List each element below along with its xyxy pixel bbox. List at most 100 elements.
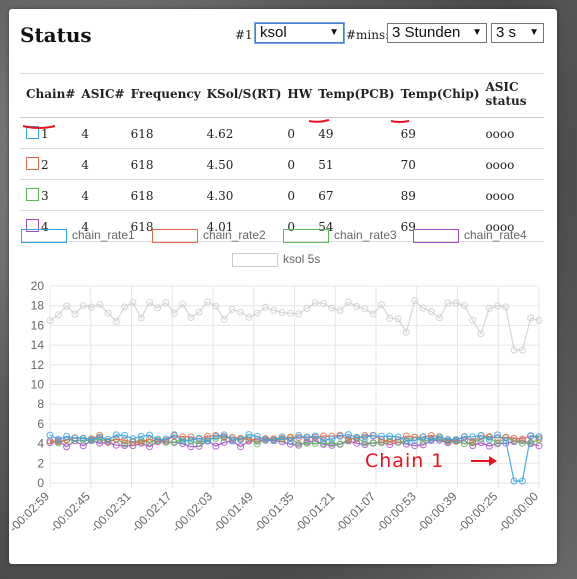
cell-asic: 4 [75, 210, 125, 242]
cell-pcb: 49 [312, 117, 395, 149]
data-point [485, 442, 493, 450]
y-tick-label: 6 [37, 417, 44, 431]
data-point [204, 298, 211, 306]
range-select[interactable]: 3 Stunden ▼ [387, 23, 487, 43]
col-asic: ASIC# [75, 73, 125, 118]
data-point [510, 434, 518, 442]
data-point [270, 306, 278, 314]
data-point [394, 315, 402, 323]
data-point [419, 437, 427, 445]
data-point [328, 304, 336, 312]
data-point [71, 434, 79, 442]
cell-asic: 4 [75, 117, 125, 149]
data-point [278, 309, 286, 316]
col-temp-chip: Temp(Chip) [394, 73, 480, 118]
data-point [129, 298, 137, 306]
data-point [162, 435, 170, 443]
device-label: #1: [235, 28, 257, 42]
data-point [452, 299, 460, 307]
x-tick-label: -00:01:07 [332, 489, 378, 535]
data-point [63, 302, 71, 310]
cell-freq: 618 [124, 148, 201, 180]
data-point [195, 308, 203, 316]
x-tick-label: -00:02:59 [9, 489, 52, 535]
chain-number: 3 [41, 189, 49, 203]
cell-chip: 70 [394, 148, 480, 180]
data-point [427, 308, 435, 315]
device-select[interactable]: ksol ▼ [254, 22, 345, 44]
cell-pcb: 67 [312, 179, 395, 211]
data-point [436, 433, 443, 441]
data-point [179, 433, 187, 441]
y-tick-label: 20 [31, 279, 45, 293]
legend-swatch[interactable] [232, 253, 278, 267]
table-row: 3 4 618 4.30 0 67 89 oooo [20, 179, 544, 211]
data-point [494, 431, 502, 439]
data-point [394, 433, 402, 441]
cell-hw: 0 [281, 210, 313, 242]
interval-select[interactable]: 3 s ▼ [491, 23, 544, 43]
data-point [54, 438, 62, 446]
data-point [469, 433, 477, 441]
data-point [295, 432, 303, 439]
data-point [96, 300, 104, 308]
data-point [518, 439, 526, 447]
x-tick-label: -00:01:49 [210, 489, 256, 535]
data-point [411, 297, 419, 305]
data-point [336, 432, 344, 440]
data-point [369, 310, 377, 318]
data-point [303, 433, 311, 441]
data-point [179, 437, 187, 445]
cell-chain: 2 [20, 148, 76, 180]
cell-asic: 4 [75, 179, 125, 211]
legend-label[interactable]: chain_rate1 [72, 228, 135, 242]
chevron-down-icon: ▼ [529, 27, 539, 38]
y-tick-label: 0 [37, 476, 44, 490]
interval-select-value: 3 s [496, 24, 517, 41]
data-point [146, 431, 153, 439]
data-point [121, 432, 129, 439]
col-chain: Chain# [20, 73, 76, 118]
data-point [485, 436, 493, 443]
legend-label[interactable]: ksol 5s [283, 252, 321, 266]
series-line [49, 299, 540, 351]
x-tick-label: -00:01:21 [292, 489, 338, 535]
x-tick-label: -00:02:45 [47, 489, 93, 535]
data-point [328, 440, 336, 447]
data-point [286, 433, 294, 441]
legend-swatch[interactable] [413, 229, 459, 243]
cell-pcb: 54 [312, 210, 395, 242]
legend-swatch[interactable] [283, 229, 329, 243]
data-point [212, 442, 220, 450]
data-point [71, 310, 79, 318]
legend-swatch[interactable] [152, 229, 198, 243]
legend-label[interactable]: chain_rate2 [203, 228, 266, 242]
data-point [96, 433, 104, 441]
data-point [411, 442, 419, 450]
data-point [179, 300, 187, 308]
cell-status: oooo [479, 117, 544, 149]
legend-label[interactable]: chain_rate4 [464, 228, 527, 242]
data-point [220, 431, 228, 439]
data-point [378, 301, 385, 309]
cell-hw: 0 [281, 179, 313, 211]
data-point [419, 304, 427, 312]
cell-ksol: 4.30 [200, 179, 282, 211]
table-row: 1 4 618 4.62 0 49 69 oooo [20, 117, 544, 149]
data-point [485, 304, 493, 312]
data-point [378, 432, 385, 440]
data-point [361, 305, 369, 313]
legend-label[interactable]: chain_rate3 [334, 228, 397, 242]
data-point [336, 440, 344, 448]
data-point [469, 437, 477, 445]
data-point [129, 435, 137, 443]
legend-swatch[interactable] [21, 229, 67, 243]
data-point [444, 299, 452, 307]
chevron-down-icon: ▼ [329, 27, 339, 38]
data-point [411, 437, 419, 445]
data-point [195, 440, 203, 448]
range-select-value: 3 Stunden [392, 24, 461, 41]
cell-chip: 89 [394, 179, 480, 211]
data-point [245, 313, 253, 321]
col-asic-status: ASIC status [479, 73, 544, 118]
